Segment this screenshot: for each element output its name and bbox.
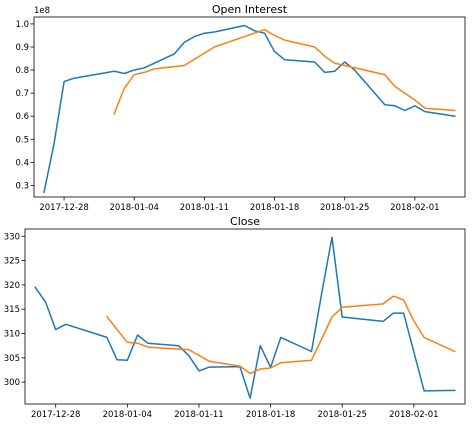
y-tick-label: 0.7 [15,89,29,99]
series-line-1 [43,24,456,194]
y-tick-label: 310 [4,330,20,340]
axis-offset-label: 1e8 [34,6,50,16]
y-tick-label: 0.3 [15,181,29,191]
close-chart: Close 2017-12-28 2018-01-04 2018-01-11 2018-… [4,215,466,420]
x-tick-label: 2018-01-25 [318,410,367,420]
x-tick-label: 2018-01-11 [174,410,223,420]
chart-title: Close [230,215,260,228]
y-tick-label: 1.0 [15,20,29,30]
open-interest-chart: Open Interest 1e8 2017-12-28 2018-01-04 2018… [15,3,466,213]
y-tick-label: 320 [4,281,20,291]
y-tick-label: 315 [4,305,20,315]
x-tick-label: 2018-01-04 [110,203,159,213]
y-tick-label: 305 [4,354,20,364]
x-tick-label: 2018-02-01 [390,203,439,213]
series-line-2 [113,28,456,115]
x-tick-label: 2017-12-28 [39,203,88,213]
x-tick-label: 2017-12-28 [31,410,80,420]
series-line-1 [34,236,456,399]
x-tick-label: 2018-02-01 [389,410,438,420]
x-tick-label: 2018-01-11 [180,203,229,213]
y-tick-label: 0.4 [15,158,29,168]
y-tick-label: 0.8 [15,66,29,76]
x-tick-label: 2018-01-18 [250,203,299,213]
y-tick-label: 300 [4,378,20,388]
x-tick-label: 2018-01-18 [246,410,295,420]
x-tick-label: 2018-01-25 [320,203,369,213]
y-tick-label: 0.9 [15,43,29,53]
y-tick-label: 330 [4,232,20,242]
y-tick-label: 325 [4,257,20,267]
axes-frame [24,228,466,405]
y-tick-label: 0.5 [15,135,29,145]
x-tick-label: 2018-01-04 [103,410,152,420]
y-tick-label: 0.6 [15,112,29,122]
axes-frame [33,16,466,198]
chart-title: Open Interest [212,3,288,16]
series-line-2 [106,295,456,375]
